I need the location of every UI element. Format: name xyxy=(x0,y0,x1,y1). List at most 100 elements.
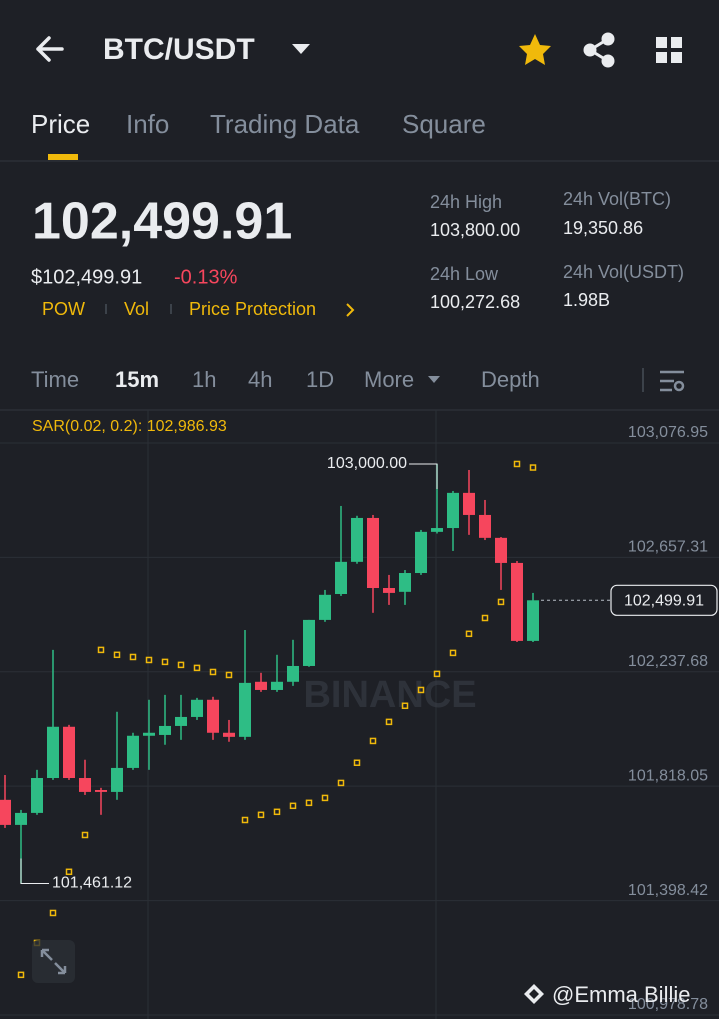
pair-title[interactable]: BTC/USDT xyxy=(103,33,255,66)
sar-dot xyxy=(433,670,441,678)
share-button[interactable] xyxy=(583,32,615,68)
sar-dot xyxy=(17,971,25,979)
annotation-line xyxy=(409,463,438,489)
sar-dot xyxy=(497,598,505,606)
y-tick-label: 100,978.78 xyxy=(628,996,708,1013)
candle-body xyxy=(431,528,443,532)
stat-value: 19,350.86 xyxy=(563,218,643,238)
stat-value: 1.98B xyxy=(563,290,610,310)
stat-value: 103,800.00 xyxy=(430,220,520,240)
sar-dot xyxy=(49,909,57,917)
sar-dot xyxy=(241,816,249,824)
candle-body xyxy=(447,492,459,529)
tag[interactable]: Vol xyxy=(124,299,149,319)
expand-button[interactable] xyxy=(32,940,75,983)
candle-body xyxy=(511,562,523,641)
sar-dot xyxy=(129,653,137,661)
sar-dot xyxy=(161,658,169,666)
tab[interactable]: Price xyxy=(31,109,90,139)
sar-dot xyxy=(81,831,89,839)
candle-body xyxy=(319,594,331,620)
sar-dot xyxy=(417,686,425,694)
candle-body xyxy=(495,537,507,563)
last-price-box xyxy=(610,584,718,616)
tab[interactable]: Square xyxy=(402,109,486,139)
credit: @Emma Billie xyxy=(552,982,690,1007)
annotation-line xyxy=(20,858,49,884)
candle-body xyxy=(111,767,123,792)
candle-body xyxy=(383,588,395,593)
timeframe[interactable]: More xyxy=(364,367,414,392)
stat-label: 24h Vol(USDT) xyxy=(563,262,684,282)
tab-indicator xyxy=(48,154,78,160)
candle-body xyxy=(399,573,411,592)
timeframe[interactable]: 4h xyxy=(248,367,272,392)
annotation-label: 103,000.00 xyxy=(327,455,407,472)
y-tick-label: 102,657.31 xyxy=(628,539,708,556)
chart-settings[interactable] xyxy=(660,370,685,392)
indicator-label: SAR(0.02, 0.2): 102,986.93 xyxy=(32,418,227,435)
tab[interactable]: Trading Data xyxy=(210,109,360,139)
sar-dot xyxy=(385,718,393,726)
candle-body xyxy=(287,665,299,682)
candle-body xyxy=(463,492,475,515)
last-price: 102,499.91 xyxy=(32,193,292,251)
y-tick-label: 101,818.05 xyxy=(628,767,708,784)
candle-body xyxy=(95,790,107,792)
timeframe[interactable]: 1D xyxy=(306,367,334,392)
sar-dot xyxy=(465,630,473,638)
candle-body xyxy=(271,681,283,690)
menu-grid[interactable] xyxy=(656,37,682,63)
sar-dot xyxy=(513,460,521,468)
back-button[interactable] xyxy=(36,36,64,62)
sar-dot xyxy=(113,651,121,659)
sar-dot xyxy=(401,702,409,710)
sar-dot xyxy=(273,808,281,816)
sar-dot xyxy=(321,794,329,802)
stat-label: 24h Low xyxy=(430,264,499,284)
candle-body xyxy=(143,732,155,736)
price-change: -0.13% xyxy=(174,266,238,288)
candle-body xyxy=(255,681,267,690)
tag-chevron[interactable] xyxy=(346,303,355,317)
y-tick-label: 103,076.95 xyxy=(628,424,708,441)
candle-body xyxy=(335,561,347,595)
tag[interactable]: Price Protection xyxy=(189,299,316,319)
y-tick-label: 101,398.42 xyxy=(628,882,708,899)
timeframe[interactable]: Time xyxy=(31,367,79,392)
stat-label: 24h High xyxy=(430,192,502,212)
candle-body xyxy=(175,716,187,726)
candle-body xyxy=(527,600,539,641)
sar-dot xyxy=(97,646,105,654)
pair-caret[interactable] xyxy=(292,44,310,54)
sar-dot xyxy=(289,802,297,810)
sar-dot xyxy=(529,464,537,471)
watermark: BINANCE xyxy=(303,674,476,716)
stat-value: 100,272.68 xyxy=(430,292,520,312)
tag[interactable]: POW xyxy=(42,299,85,319)
candle-body xyxy=(479,514,491,538)
candle-body xyxy=(47,726,59,779)
timeframe[interactable]: Depth xyxy=(481,367,540,392)
candle-body xyxy=(191,699,203,717)
more-caret[interactable] xyxy=(428,376,440,383)
candle-body xyxy=(31,778,43,813)
timeframe[interactable]: 15m xyxy=(115,367,159,392)
usd-price: $102,499.91 xyxy=(31,266,142,288)
candle-body xyxy=(415,531,427,574)
sar-dot xyxy=(177,661,185,669)
stat-label: 24h Vol(BTC) xyxy=(563,189,671,209)
sar-dot xyxy=(145,656,153,664)
y-tick-label: 102,237.68 xyxy=(628,653,708,670)
candle-body xyxy=(223,732,235,737)
last-price-label: 102,499.91 xyxy=(624,593,704,610)
sar-dot xyxy=(449,649,457,657)
favorite-star[interactable] xyxy=(519,34,551,65)
candle-body xyxy=(303,619,315,666)
candle-body xyxy=(127,735,139,768)
candle-body xyxy=(0,799,11,825)
timeframe[interactable]: 1h xyxy=(192,367,216,392)
tab[interactable]: Info xyxy=(126,109,169,139)
sar-dot xyxy=(353,759,361,767)
